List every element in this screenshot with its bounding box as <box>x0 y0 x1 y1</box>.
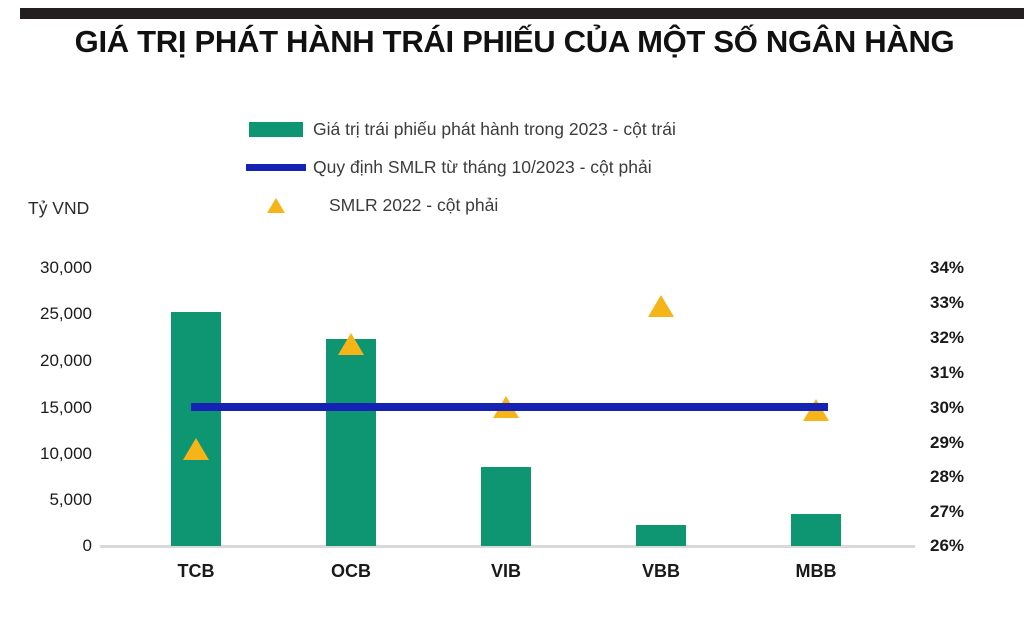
legend-label-smlr-regulation: Quy định SMLR từ tháng 10/2023 - cột phả… <box>313 156 652 177</box>
y-left-tick: 5,000 <box>49 490 92 509</box>
x-axis-label-vib: VIB <box>490 561 521 581</box>
chart-legend: Giá trị trái phiếu phát hành trong 2023 … <box>245 110 865 224</box>
y-left-tick: 15,000 <box>40 398 92 417</box>
chart-title: GIÁ TRỊ PHÁT HÀNH TRÁI PHIẾU CỦA MỘT SỐ … <box>74 24 955 59</box>
x-axis-label-ocb: OCB <box>331 561 371 581</box>
y-right-tick: 32% <box>930 328 965 347</box>
bar-mbb <box>791 514 841 546</box>
y-left-tick: 0 <box>82 536 92 555</box>
bar-tcb <box>171 311 221 546</box>
x-axis-label-vbb: VBB <box>641 561 680 581</box>
smlr-marker-vbb <box>648 295 674 318</box>
smlr-marker-ocb <box>338 333 364 356</box>
y-right-tick: 33% <box>930 293 965 312</box>
y-left-tick: 20,000 <box>40 351 92 370</box>
triangle-swatch-icon <box>245 197 307 213</box>
legend-item-smlr-regulation: Quy định SMLR từ tháng 10/2023 - cột phả… <box>245 148 865 186</box>
y-left-tick: 25,000 <box>40 304 92 323</box>
bar-ocb <box>326 339 376 546</box>
y-axis-right: 34% 33% 32% 31% 30% 29% 28% 27% 26% <box>930 0 1029 620</box>
x-axis-label-mbb: MBB <box>795 561 837 581</box>
bar-vib <box>481 467 531 546</box>
legend-item-bond-value: Giá trị trái phiếu phát hành trong 2023 … <box>245 110 865 148</box>
y-right-tick: 34% <box>930 258 965 277</box>
y-right-tick: 27% <box>930 502 965 521</box>
x-axis-label-tcb: TCB <box>177 561 215 581</box>
legend-label-smlr-2022: SMLR 2022 - cột phải <box>329 194 499 215</box>
bar-swatch-icon <box>245 121 307 137</box>
y-right-tick: 29% <box>930 433 965 452</box>
legend-item-smlr-2022: SMLR 2022 - cột phải <box>245 186 865 224</box>
y-right-tick: 30% <box>930 398 965 417</box>
smlr-threshold-line <box>191 403 828 411</box>
y-right-tick: 26% <box>930 536 965 555</box>
y-right-tick: 31% <box>930 363 965 382</box>
y-axis-left: 30,000 25,000 20,000 15,000 10,000 5,000… <box>0 0 92 620</box>
y-axis-unit-label: Tỷ VND <box>28 198 90 218</box>
y-left-tick: 30,000 <box>40 258 92 277</box>
y-left-tick: 10,000 <box>40 444 92 463</box>
line-swatch-icon <box>245 163 307 171</box>
x-axis-baseline <box>100 545 915 548</box>
bar-vbb <box>636 524 686 546</box>
y-right-tick: 28% <box>930 467 965 486</box>
legend-label-bond-value: Giá trị trái phiếu phát hành trong 2023 … <box>313 118 676 139</box>
top-rule <box>20 8 1024 19</box>
smlr-marker-tcb <box>183 437 209 460</box>
